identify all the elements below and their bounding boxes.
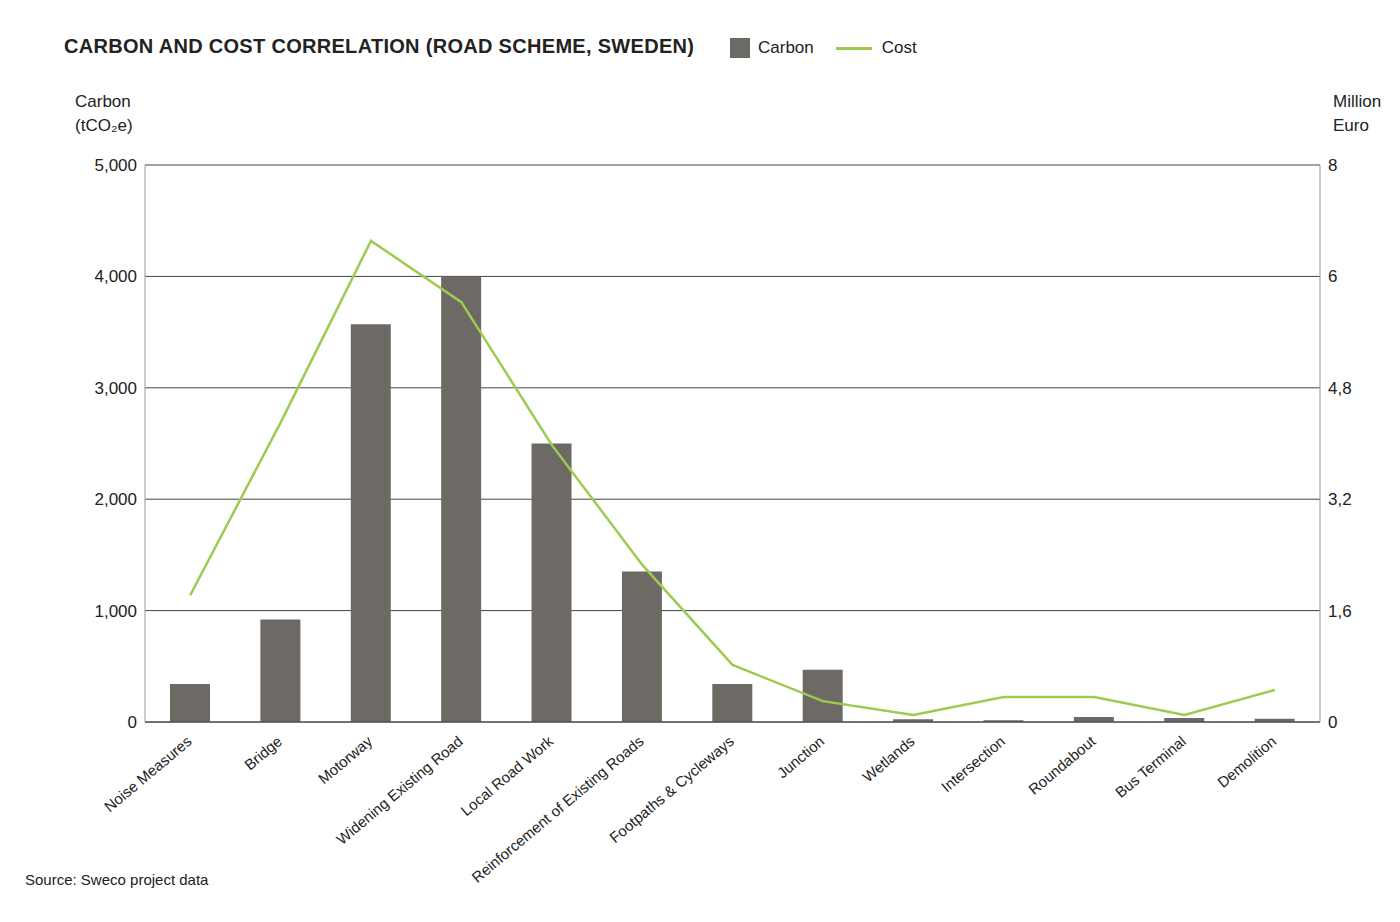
svg-text:1,000: 1,000 xyxy=(94,602,137,621)
html-text:Million: Million xyxy=(1333,92,1382,111)
svg-text:Noise Measures: Noise Measures xyxy=(101,732,195,815)
html-text:Carbon: Carbon xyxy=(75,92,131,111)
svg-text:4,8: 4,8 xyxy=(1328,379,1352,398)
svg-text:0: 0 xyxy=(1328,713,1337,732)
svg-text:Motorway: Motorway xyxy=(315,732,376,787)
svg-text:0: 0 xyxy=(128,713,137,732)
html-text:CARBON AND COST CORRELATION (R: CARBON AND COST CORRELATION (ROAD SCHEME… xyxy=(64,35,695,57)
html-text:Cost: Cost xyxy=(881,38,917,57)
svg-text:Junction: Junction xyxy=(774,732,828,781)
svg-text:Local Road Work: Local Road Work xyxy=(457,732,556,819)
svg-text:Wetlands: Wetlands xyxy=(859,732,918,785)
html-text:Euro: Euro xyxy=(1333,116,1369,135)
svg-text:3,2: 3,2 xyxy=(1328,490,1352,509)
svg-text:1,6: 1,6 xyxy=(1328,602,1352,621)
svg-text:Widening Existing Road: Widening Existing Road xyxy=(333,732,466,847)
svg-text:6: 6 xyxy=(1328,267,1337,286)
svg-text:5,000: 5,000 xyxy=(94,156,137,175)
svg-text:8: 8 xyxy=(1328,156,1337,175)
svg-text:Bridge: Bridge xyxy=(241,732,285,773)
svg-text:2,000: 2,000 xyxy=(94,490,137,509)
svg-text:Bus Terminal: Bus Terminal xyxy=(1112,732,1189,801)
html-text:Carbon: Carbon xyxy=(758,38,814,57)
html-text:(tCO₂e): (tCO₂e) xyxy=(75,116,133,135)
html-text:Source: Sweco project data: Source: Sweco project data xyxy=(25,871,209,888)
svg-text:Footpaths & Cycleways: Footpaths & Cycleways xyxy=(606,732,737,846)
svg-text:Intersection: Intersection xyxy=(938,732,1008,795)
svg-text:4,000: 4,000 xyxy=(94,267,137,286)
svg-text:Demolition: Demolition xyxy=(1214,732,1279,791)
svg-text:Roundabout: Roundabout xyxy=(1025,732,1099,798)
svg-text:3,000: 3,000 xyxy=(94,379,137,398)
svg-text:Reinforcement of Existing Road: Reinforcement of Existing Roads xyxy=(468,732,646,885)
